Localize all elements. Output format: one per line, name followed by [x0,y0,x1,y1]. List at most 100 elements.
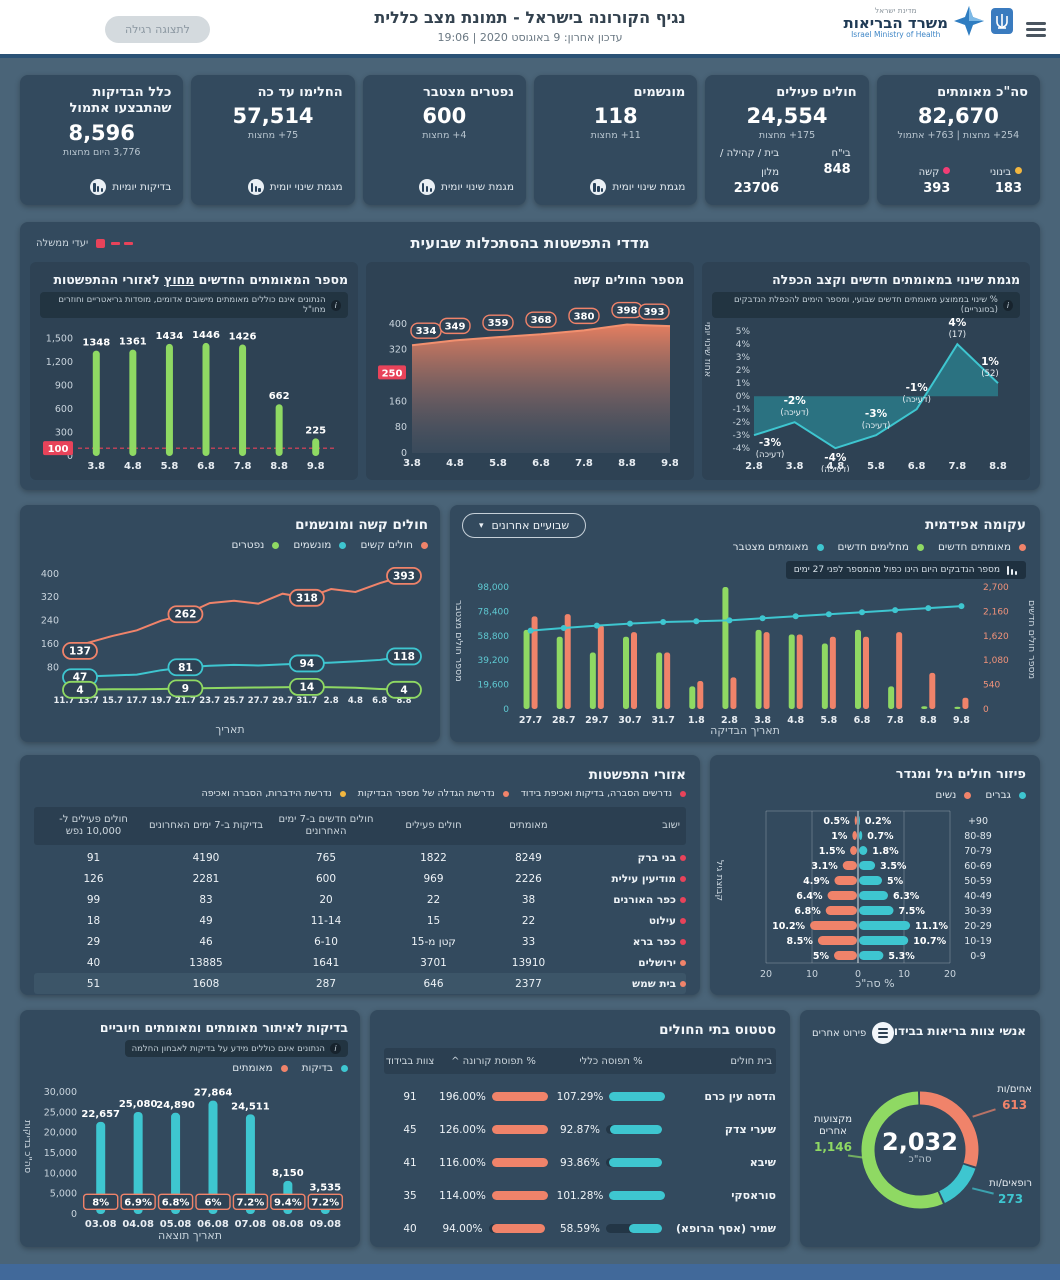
women-label: 0.5% [823,816,850,827]
point-badge [568,307,600,325]
point-value: 4 [400,684,407,696]
men-label: 10.7% [913,936,946,947]
pct-badge [120,1193,156,1211]
bar-women [852,831,857,840]
marker [759,615,766,622]
point-value: 94 [300,658,315,670]
legend-dot-icon [964,791,972,799]
table-cell: 22 [426,893,441,906]
bar-men [859,861,876,870]
x-tick: 07.08 [235,1219,267,1230]
legend-dot-icon [280,1064,288,1072]
info-tooltip[interactable]: i % שינוי בממוצע מאומתים חדשים שבועי, ומס… [712,292,1020,318]
spread-table-row: בני ברק 8249 1822 765 4190 91 [34,847,686,868]
occupancy-cell: 94.00% [436,1223,551,1235]
col-new-7days: חולים חדשים ב-7 ימים האחרונים [278,814,374,837]
women-label: 1.5% [819,846,846,857]
kpi-active-patients: חולים פעילים 24,554 175+ מחצות בי"ח 848 … [705,75,869,205]
y-tick: 80 [395,422,407,433]
bar-recovered [821,643,828,709]
table-cell: 2226 [515,872,542,885]
daily-tests-link[interactable]: בדיקות יומיות [90,179,171,195]
kpi-title: סה"כ מאומתים [937,85,1028,100]
target-badge-label: 250 [382,368,403,379]
col-hospital[interactable]: בית חולים [730,1055,772,1067]
legend-yellow-status: נדרשת הידברות, הסברה ואכיפה [202,788,346,799]
x-tick: 31.7 [651,715,674,726]
y-axis-right-label: מספר חולים חדשים [1026,600,1037,680]
period-dropdown[interactable]: שבועיים אחרונים ▾ [462,513,587,538]
point-badge [288,677,325,696]
point-value: 349 [445,321,466,332]
info-text: % שינוי בממוצע מאומתים חדשים שבועי, ומספ… [734,295,998,315]
hamburger-menu-icon[interactable] [1026,22,1046,40]
bar-confirmed [763,632,770,709]
occupancy-cell: 196.00% [436,1091,551,1103]
x-tick: 4.8 [124,461,142,472]
daily-trend-link[interactable]: מגמת שינוי יומית [247,179,343,195]
occupancy-value: 196.00% [439,1090,486,1103]
info-tooltip[interactable]: i הנתונים אינם כוללים מידע על בדיקות לאבח… [124,1040,348,1057]
table-cell: 51 [86,977,101,990]
settlement-name: מודיעין עילית [576,873,686,885]
table-cell: 29 [86,935,101,948]
breakdown-value: 183 [994,181,1022,196]
pct-badge [307,1193,343,1211]
daily-trend-link[interactable]: מגמת שינוי יומית [419,179,514,195]
daily-trend-link[interactable]: מגמת שינוי יומית [590,179,685,195]
legend-women: נשים [935,789,972,801]
marker [560,624,567,631]
info-icon: i [330,1043,341,1054]
occupancy-value: 92.87% [559,1123,601,1136]
chart-legend: מאומתים חדשים מחלימים חדשים מאומתים מצטב… [733,541,1026,553]
staff-isolation-card: אנשי צוות בריאות בבידוד פירוט אחרים 2,03… [800,1010,1040,1247]
y-tick: 400 [41,569,59,580]
breakdown-severe: קשה 393 [887,160,959,196]
kpi-value: 57,514 [232,104,314,129]
bar-recovered [589,652,596,709]
y-tick: 0 [401,448,407,459]
x-tick: 6.8 [372,696,387,706]
normal-view-button[interactable]: לתצוגה רגילה [105,16,210,43]
table-cell: 13910 [511,956,546,969]
section-title: מדדי התפשטות בהסתכלות שבועית [410,234,650,252]
y-tick: 3% [736,353,751,363]
info-icon: i [1002,299,1013,311]
severe-ventilated-chart: 400 320 240 160 80 11.7 13.7 15.7 17.7 19.7 21.7 23… [32,557,428,719]
bar-confirmed [664,652,671,709]
status-dot-icon [502,790,509,797]
hospital-name: סוראסקי [731,1189,776,1202]
point-value: 262 [174,609,196,621]
bar [129,349,137,456]
y-tick: -2% [732,418,750,428]
y-axis-label: סה"כ בדיקות [22,1120,33,1174]
x-tick: 4.8 [787,715,804,726]
legend-deaths: נפטרים [232,539,280,551]
point-badge [525,311,557,328]
x-tick: 8.8 [989,461,1007,472]
table-cell: 287 [315,977,337,990]
kpi-value: 600 [422,104,467,129]
others-detail-button[interactable]: פירוט אחרים [812,1022,895,1044]
donut-segment [861,1091,979,1209]
bar-recovered [855,629,861,709]
breakdown-hospital: בי"ח 848 [787,141,859,196]
y-tick: 1,200 [46,357,73,368]
bar-confirmed [829,636,836,709]
table-cell: 3701 [420,956,447,969]
x-tick: 10 [898,969,910,979]
info-tooltip[interactable]: i הנתונים אינם כוללים מאומתים מישובים אדו… [40,292,348,318]
outside-spread-chart: 1,500 1,200 900 600 300 0 100 1348 3.8 1361 4.8 143… [40,318,348,476]
col-general-occupancy[interactable]: % תפוסה כללי [579,1055,643,1067]
col-corona-occupancy[interactable]: % תפוסת קורונה ^ [451,1055,536,1067]
col-staff-isolated[interactable]: צוות בבידוד [385,1055,435,1067]
breakdown-label: בית / קהילה / מלון [720,148,779,178]
table-title: סטטוס בתי החולים [659,1022,776,1038]
x-tick: 29.7 [585,715,608,726]
point-badge [288,654,325,673]
table-cell: 13885 [189,956,223,969]
bar-recovered [623,636,629,709]
x-tick: 5.8 [867,461,885,472]
kpi-sub: 4+ מחצות [422,130,467,142]
col-tests-7days: בדיקות ב-7 ימים האחרונים [148,820,264,831]
